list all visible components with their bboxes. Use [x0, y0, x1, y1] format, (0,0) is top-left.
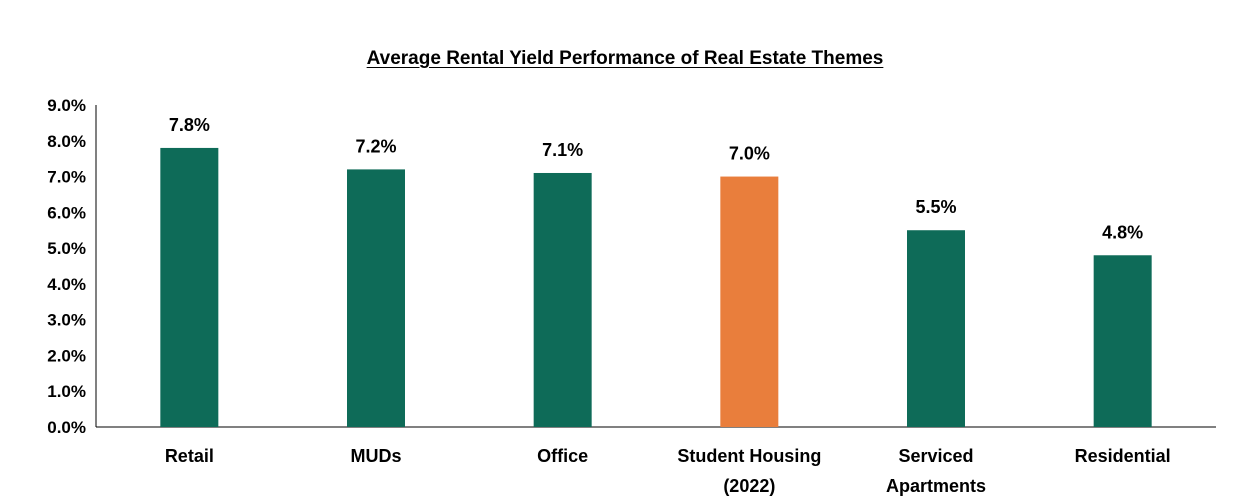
x-tick-label: Apartments	[886, 476, 986, 496]
chart-title: Average Rental Yield Performance of Real…	[366, 48, 884, 69]
data-label: 7.1%	[542, 140, 583, 160]
x-tick-label: (2022)	[723, 476, 775, 496]
y-tick-label: 8.0%	[47, 132, 86, 151]
y-tick-label: 7.0%	[47, 168, 86, 187]
y-tick-label: 2.0%	[47, 346, 86, 365]
data-label: 7.0%	[729, 144, 770, 164]
y-tick-label: 9.0%	[47, 96, 86, 115]
bar	[720, 176, 779, 427]
y-tick-label: 5.0%	[47, 239, 86, 258]
y-tick-label: 6.0%	[47, 203, 86, 222]
data-label: 5.5%	[915, 197, 956, 217]
x-tick-label: Retail	[165, 446, 214, 466]
bar	[907, 230, 965, 427]
y-tick-label: 0.0%	[47, 418, 86, 437]
x-tick-label: Serviced	[898, 446, 973, 466]
bar	[1093, 255, 1152, 427]
y-tick-label: 1.0%	[47, 382, 86, 401]
data-label: 4.8%	[1102, 222, 1143, 242]
x-tick-label: Residential	[1075, 446, 1171, 466]
x-tick-label: Office	[537, 446, 588, 466]
data-label: 7.2%	[355, 136, 396, 156]
bar	[533, 172, 592, 427]
data-label: 7.8%	[169, 115, 210, 135]
x-tick-label: MUDs	[350, 446, 401, 466]
y-tick-label: 4.0%	[47, 275, 86, 294]
bar	[347, 169, 405, 427]
y-tick-label: 3.0%	[47, 311, 86, 330]
x-tick-label: Student Housing	[677, 446, 821, 466]
bar	[160, 147, 219, 427]
